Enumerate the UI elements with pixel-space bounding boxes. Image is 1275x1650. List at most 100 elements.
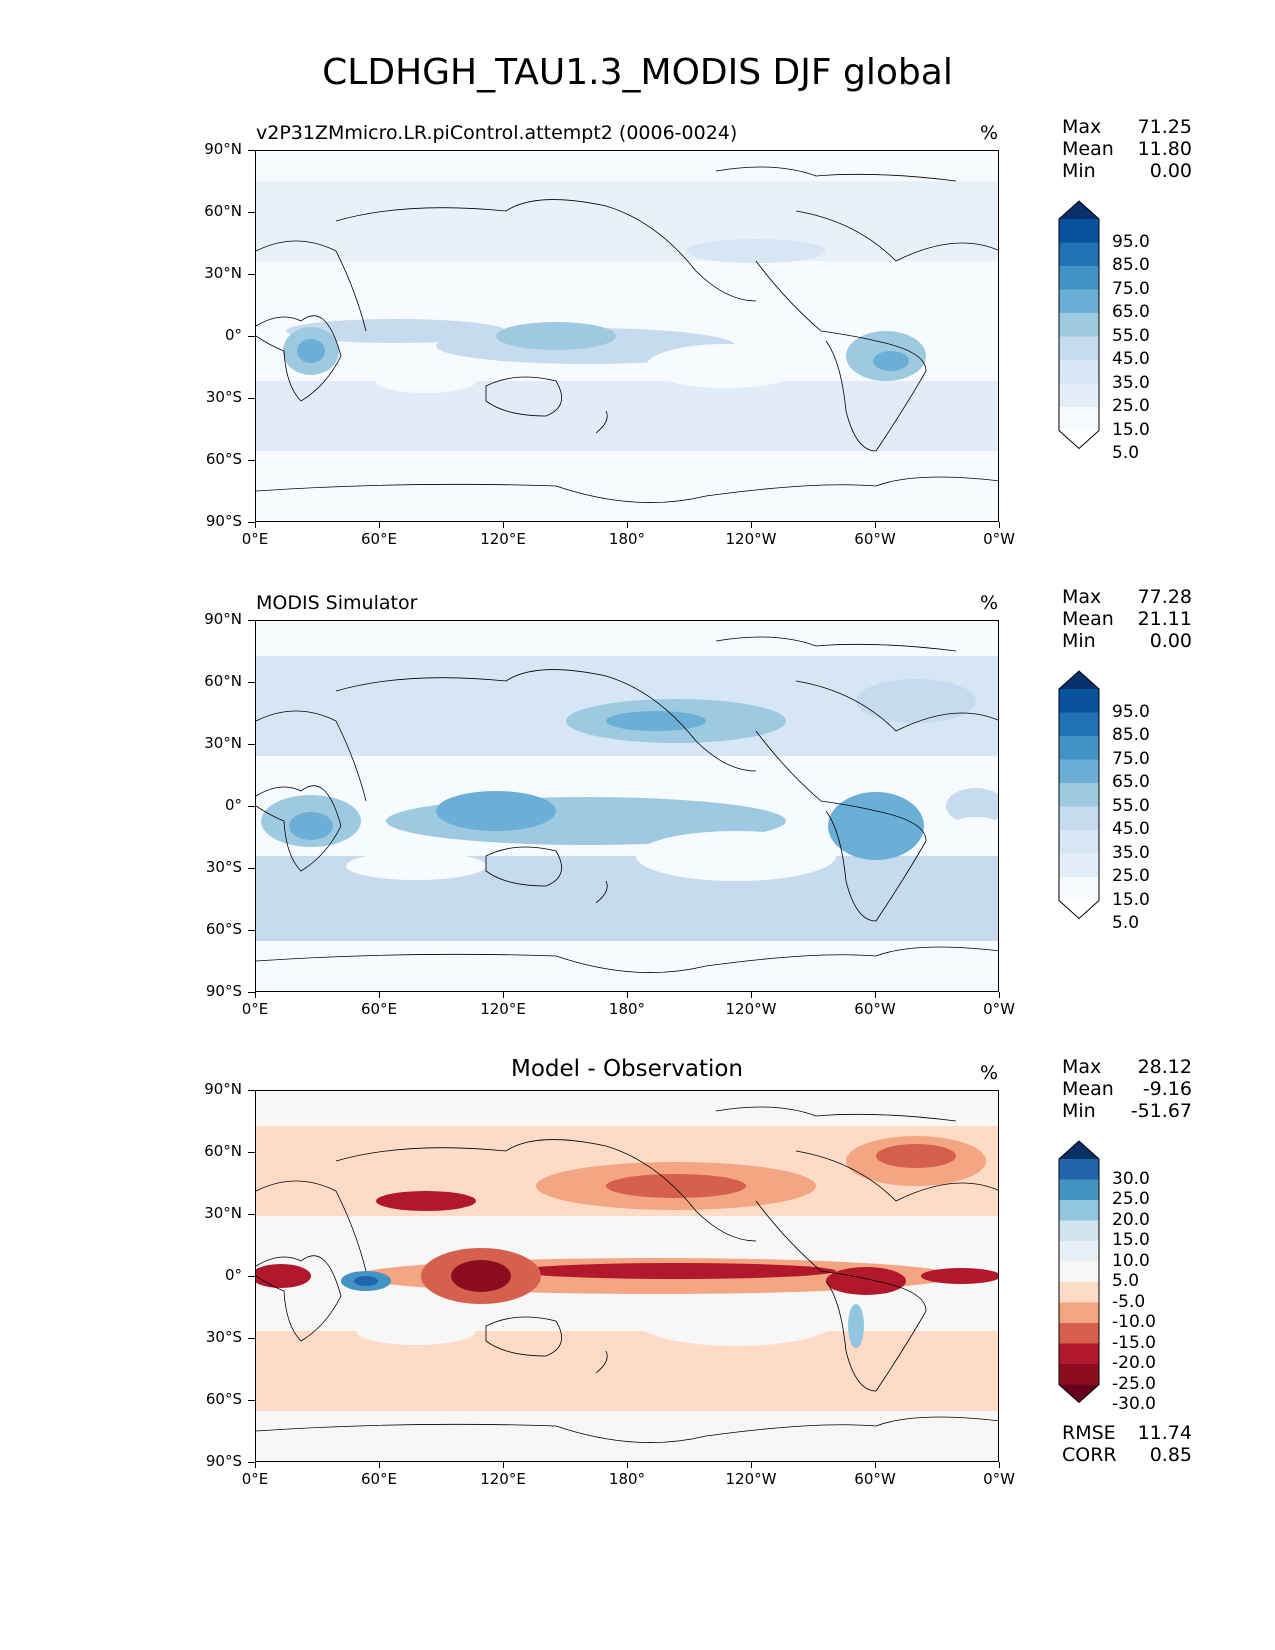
colorbar-cell	[1059, 242, 1099, 267]
panel-observation: MODIS Simulator %	[0, 580, 1275, 1040]
colorbar-label: 45.0	[1112, 349, 1150, 369]
lon-tick-label: 120°W	[725, 1470, 777, 1488]
coastlines	[256, 166, 998, 503]
lon-tick-label: 0°E	[241, 1000, 269, 1018]
panel-model: v2P31ZMmicro.LR.piControl.attempt2 (0006…	[0, 110, 1275, 570]
colorbar-extend-top	[1059, 1141, 1099, 1159]
colorbar-extend-bottom	[1059, 430, 1099, 449]
stat-row: Max 77.28	[1062, 586, 1192, 608]
lat-tick-label: 90°N	[204, 140, 242, 158]
colorbar	[1058, 200, 1100, 450]
colorbar-label: 5.0	[1112, 913, 1140, 933]
colorbar-outline	[1058, 670, 1100, 920]
lat-tick-label: 60°N	[204, 202, 242, 220]
colorbar-extend-top	[1059, 201, 1099, 219]
lon-tick-label: 0°E	[241, 1470, 269, 1488]
stat-value: 0.00	[1149, 630, 1192, 652]
lat-tick-label: 30°N	[204, 264, 242, 282]
lon-tick-label: 60°E	[360, 530, 398, 548]
panel-title: MODIS Simulator	[256, 592, 418, 614]
map-model	[255, 150, 999, 522]
stat-label: Max	[1062, 116, 1102, 138]
stat-value: 11.74	[1137, 1421, 1192, 1444]
colorbar-cell	[1059, 783, 1099, 807]
colorbar-extend-bottom	[1059, 900, 1099, 919]
lon-tick-mark	[379, 1462, 380, 1468]
stat-value: 21.11	[1137, 608, 1192, 630]
lon-tick-mark	[503, 1462, 504, 1468]
colorbar	[1058, 670, 1100, 920]
lat-tick-mark	[248, 1338, 255, 1339]
lat-tick-label: 0°	[224, 1266, 242, 1284]
stat-row: Max 71.25	[1062, 116, 1192, 138]
colorbar-label: -20.0	[1112, 1353, 1156, 1373]
lat-tick-label: 90°N	[204, 1080, 242, 1098]
panel-title: v2P31ZMmicro.LR.piControl.attempt2 (0006…	[256, 122, 738, 144]
lat-tick-mark	[248, 992, 255, 993]
colorbar-label: -15.0	[1112, 1332, 1156, 1353]
lat-tick-mark	[248, 1276, 255, 1277]
lat-tick-label: 60°S	[205, 450, 242, 468]
colorbar-cell	[1059, 1241, 1099, 1262]
lon-tick-label: 0°W	[983, 530, 1015, 548]
colorbar-outline	[1058, 200, 1100, 450]
lon-tick-mark	[255, 522, 256, 528]
colorbar-label: 35.0	[1112, 372, 1150, 393]
colorbar-label: 95.0	[1112, 701, 1150, 722]
colorbar-label: 15.0	[1112, 419, 1150, 440]
lat-tick-mark	[248, 1090, 255, 1091]
lat-tick-label: 60°S	[205, 1390, 242, 1408]
stat-row: Min 0.00	[1062, 630, 1192, 652]
stat-label: Max	[1062, 586, 1102, 608]
stat-row: Mean 11.80	[1062, 138, 1192, 160]
colorbar-label: 55.0	[1112, 795, 1150, 816]
stat-label: Mean	[1062, 1078, 1114, 1100]
colorbar-label: 5.0	[1112, 443, 1140, 463]
colorbar-label: -25.0	[1112, 1373, 1156, 1394]
lon-tick-mark	[875, 1462, 876, 1468]
lat-tick-mark	[248, 1152, 255, 1153]
lat-tick-mark	[248, 1400, 255, 1401]
lat-tick-mark	[248, 1214, 255, 1215]
lon-tick-mark	[751, 522, 752, 528]
stat-row: Min 0.00	[1062, 160, 1192, 182]
stat-value: -9.16	[1142, 1078, 1192, 1100]
stat-label: Min	[1062, 160, 1096, 182]
colorbar-label: 75.0	[1112, 748, 1150, 769]
stat-value: 11.80	[1137, 138, 1192, 160]
lat-tick-label: 90°S	[205, 512, 242, 530]
colorbar-label: 55.0	[1112, 325, 1150, 346]
colorbar-cell	[1059, 1200, 1099, 1221]
colorbar-cell	[1059, 1179, 1099, 1201]
coastlines	[256, 1106, 998, 1443]
colorbar-label: 30.0	[1112, 1168, 1150, 1189]
stat-label: Mean	[1062, 608, 1114, 630]
colorbar-label: 25.0	[1112, 1189, 1150, 1209]
colorbar-cell	[1059, 712, 1099, 737]
lat-tick-label: 60°N	[204, 1142, 242, 1160]
stat-label: Mean	[1062, 138, 1114, 160]
lon-tick-mark	[751, 992, 752, 998]
lat-tick-mark	[248, 150, 255, 151]
colorbar-label: 85.0	[1112, 725, 1150, 745]
stat-label: Min	[1062, 630, 1096, 652]
colorbar-cell	[1059, 360, 1099, 384]
colorbar-label: -30.0	[1112, 1394, 1156, 1414]
lat-tick-label: 30°S	[205, 388, 242, 406]
panel-difference: Model - Observation %	[0, 1050, 1275, 1510]
colorbar-cell	[1059, 407, 1099, 431]
stat-row: Mean 21.11	[1062, 608, 1192, 630]
colorbar-label: 25.0	[1112, 866, 1150, 886]
lat-tick-label: 60°N	[204, 672, 242, 690]
stat-value: 28.12	[1137, 1056, 1192, 1078]
colorbar-label: 15.0	[1112, 1230, 1150, 1250]
colorbar-label: 45.0	[1112, 819, 1150, 839]
panel-title: Model - Observation	[510, 1056, 744, 1082]
lat-tick-mark	[248, 744, 255, 745]
lon-tick-label: 60°E	[360, 1000, 398, 1018]
colorbar-label: 75.0	[1112, 278, 1150, 299]
stat-label: RMSE	[1062, 1421, 1116, 1444]
colorbar-label: 95.0	[1112, 231, 1150, 252]
colorbar-cell	[1059, 689, 1099, 713]
lat-tick-mark	[248, 930, 255, 931]
